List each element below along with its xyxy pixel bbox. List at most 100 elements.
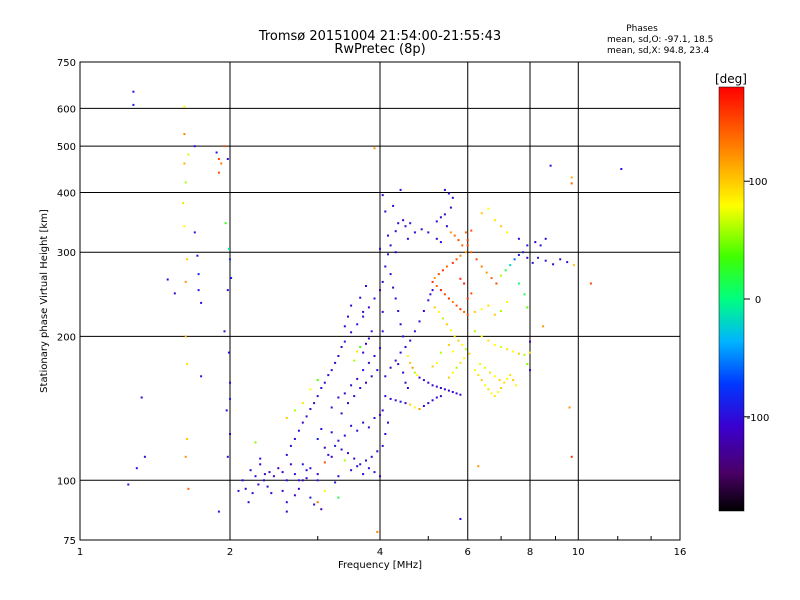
data-point [353,395,356,398]
data-point [413,231,416,234]
data-point [397,310,400,312]
data-point [459,393,462,396]
data-point [409,403,412,406]
data-point [427,402,430,405]
data-point [347,452,349,455]
data-point [445,265,448,268]
data-point [254,475,257,478]
data-point [309,408,312,410]
data-point [493,313,496,316]
data-point [223,330,226,333]
data-point [350,384,353,387]
data-point [384,265,387,268]
data-point [409,222,412,225]
data-point [323,446,326,449]
colorbar-tick-label: 0 [755,295,761,306]
data-point [373,147,376,150]
data-point [406,355,409,357]
data-point [534,241,537,244]
data-point [439,241,442,244]
data-point [394,230,397,233]
data-point [433,277,436,279]
data-point [490,392,493,395]
data-point [323,461,326,464]
data-point [337,496,340,499]
data-point [362,369,365,372]
grid [80,62,680,540]
data-point [526,306,529,309]
data-point [509,374,512,377]
data-point [523,293,526,296]
data-point [559,258,562,261]
data-point [197,273,200,276]
data-point [220,162,223,165]
colorbar-label: [deg] [715,72,747,86]
data-point [184,335,187,338]
data-point [337,396,340,399]
data-point [512,350,515,353]
data-point [316,395,319,398]
data-point [347,402,349,405]
colorbar-tick-label: 100 [748,177,767,188]
data-point [517,282,520,285]
data-point [451,350,454,353]
x-axis-label: Frequency [MHz] [338,560,422,571]
data-point [217,510,220,513]
data-point [526,256,529,259]
colorbar-tick-label: -100 [747,413,770,424]
data-point [259,463,262,466]
data-point [427,381,430,384]
data-point [422,405,425,407]
data-point [447,297,450,300]
data-point [362,421,365,424]
data-point [381,330,384,333]
data-point [365,285,367,287]
data-point [487,207,490,210]
data-point [517,352,520,355]
data-point [370,375,373,378]
data-point [301,479,304,482]
data-point [463,357,466,360]
data-point [464,251,467,254]
data-point [397,222,400,225]
data-point [477,374,480,377]
data-point [394,399,397,402]
data-point [259,457,262,460]
data-point [493,343,496,346]
data-point [223,145,226,148]
data-point [473,330,476,333]
data-point [327,453,330,456]
data-point [404,402,407,405]
data-point [200,301,203,304]
data-point [330,369,333,372]
data-point [470,251,473,254]
data-point [334,481,337,484]
data-point [226,158,229,160]
data-point [443,388,446,391]
data-point [187,487,190,490]
plot-frame [79,61,681,541]
y-tick-label: 300 [57,248,76,259]
data-point [457,239,460,242]
data-point [379,475,381,478]
data-point [381,444,384,447]
data-point [455,258,458,261]
data-point [477,465,480,468]
data-point [281,471,284,474]
data-point [475,258,478,261]
data-point [402,335,405,338]
data-point [381,194,384,197]
x-tick-label: 4 [377,547,383,558]
data-point [381,409,384,412]
data-point [439,216,442,219]
data-point [498,379,501,382]
data-point [490,277,493,279]
data-point [323,381,326,384]
data-point [350,469,353,472]
data-point [526,244,529,247]
data-point [387,421,389,424]
phase-line-x: mean, sd,X: 94.8, 23.4 [607,46,710,56]
y-tick-label: 200 [57,332,76,343]
data-point [350,304,353,307]
data-point [441,269,444,272]
